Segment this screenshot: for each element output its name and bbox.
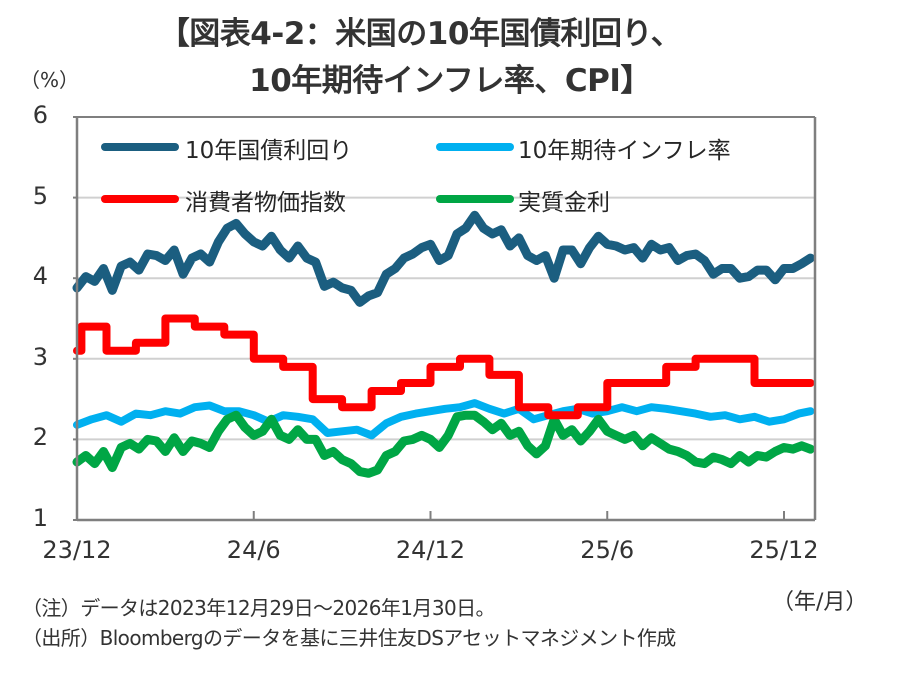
y-tick-label: 3 [32,342,48,371]
y-tick-label: 2 [32,423,48,452]
series-lines [72,210,815,478]
x-tick-label: 23/12 [42,536,112,564]
legend-label-treasury: 10年国債利回り [185,138,353,164]
x-tick-label: 24/12 [395,536,466,564]
legend-label-cpi: 消費者物価指数 [185,190,346,216]
legend-label-breakeven: 10年期待インフレ率 [518,138,731,164]
legend-label-real-rate: 実質金利 [518,190,610,216]
series-line-breakeven_10y [73,399,815,440]
y-tick-label: 4 [32,262,48,291]
y-tick-label: 6 [32,101,48,129]
y-tick-label: 5 [32,181,48,210]
footnote: （注）データは2023年12月29日～2026年1月30日。 [22,596,495,620]
x-tick-label: 25/6 [580,536,635,564]
series-line-real_rate [72,410,815,478]
x-tick-label: 24/6 [226,536,281,564]
y-tick-label: 1 [32,504,48,532]
legend-swatches [101,143,514,203]
x-tick-label: 25/12 [749,536,819,564]
axes [73,116,817,522]
x-axis-unit-label: （年/月） [772,590,868,615]
source-note: （出所）Bloombergのデータを基に三井住友DSアセットマネジメント作成 [22,626,676,650]
chart-title-line2: 10年期待インフレ率、CPI】 [249,63,651,99]
chart-title-line1: 【図表4-2：米国の10年国債利回り、 [158,16,682,52]
series-line-cpi [73,314,815,420]
series-line-treasury_10y [72,210,815,307]
y-axis-unit-label: （%） [20,68,80,92]
